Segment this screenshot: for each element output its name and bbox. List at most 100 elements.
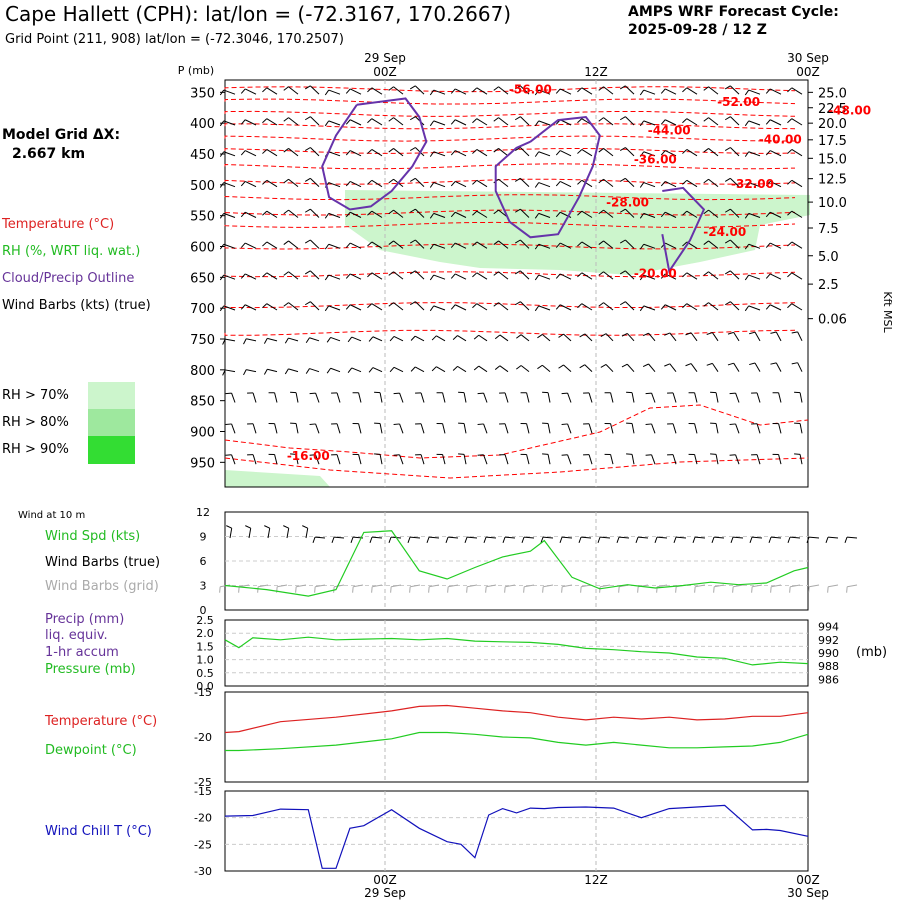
wind-barb: [577, 303, 593, 311]
wind-barb: [436, 453, 446, 465]
wind-barb: [667, 454, 677, 465]
wind-barb: [787, 241, 803, 249]
wind-speed-line: [224, 530, 809, 597]
wind-barb: [429, 274, 446, 281]
wind-barb: [262, 118, 278, 126]
wind-barb: [388, 148, 404, 157]
wind-barb: [219, 212, 236, 219]
wind-barb: [619, 301, 635, 311]
wind-barb: [450, 242, 467, 249]
wind-barb: [540, 536, 554, 543]
kft-tick-label: 10.0: [818, 196, 847, 211]
rh-70-label: RH > 70%: [2, 388, 69, 403]
wind-barb: [787, 536, 801, 543]
wind-barb: [639, 151, 656, 157]
wind-barb: [694, 584, 706, 593]
wind-barb: [472, 272, 488, 280]
wind-barb: [450, 88, 467, 95]
wind-barb: [243, 369, 257, 376]
wind-barb: [765, 211, 782, 218]
wind-barb: [240, 119, 257, 126]
wind-barb: [345, 211, 362, 218]
wind-barb: [262, 179, 278, 188]
wind-barb: [262, 272, 278, 280]
wind-barb: [472, 303, 488, 311]
wind-barb: [514, 85, 530, 95]
wind-barb: [579, 333, 593, 342]
pressure-tick-label: 400: [190, 117, 215, 132]
isotherm-label: -32.00: [731, 177, 774, 191]
wind-barb: [770, 362, 782, 372]
wind-barb: [367, 179, 383, 188]
wind-barb: [791, 331, 803, 342]
isotherm-label: -24.00: [703, 225, 746, 239]
wind-barb: [703, 240, 719, 249]
wind-barb: [436, 423, 446, 434]
wind-barb: [660, 119, 677, 126]
wind-barb: [685, 363, 698, 372]
wind-barb: [389, 366, 404, 373]
wind-barb: [808, 584, 820, 593]
wind-barb: [706, 362, 719, 372]
wind-barb: [483, 536, 497, 543]
isotherm-label: -20.00: [634, 266, 677, 280]
wind-barb: [243, 338, 257, 345]
pressure-tick-label: 350: [190, 86, 215, 101]
wind-barb: [555, 88, 572, 95]
cloud-outline: [494, 115, 601, 239]
wind-barb: [688, 423, 698, 434]
wind-barb: [656, 584, 668, 593]
wind-barb: [283, 209, 299, 218]
isotherm-line: [224, 98, 796, 105]
wind-barb: [302, 525, 309, 539]
wind-barb: [219, 120, 236, 127]
wind-barb: [542, 422, 551, 434]
wind-barb: [514, 301, 530, 311]
wind-barb: [485, 584, 497, 593]
wind-barb: [688, 453, 698, 465]
wind-barb: [765, 119, 782, 126]
wind-barb: [765, 88, 782, 95]
wind-barb: [305, 337, 320, 344]
wind-barb: [331, 454, 341, 465]
wind-barb: [619, 85, 635, 95]
model-grid-label: Model Grid ΔX:: [2, 127, 121, 143]
wind-barb: [247, 392, 257, 403]
wind-barb: [639, 120, 656, 127]
isotherm-label: -44.00: [648, 123, 691, 137]
wind-barb: [558, 364, 572, 373]
wind-barb: [324, 120, 341, 127]
top-date-label: 29 Sep: [364, 51, 406, 65]
wind-barb: [787, 179, 803, 188]
isotherm-line: [224, 123, 796, 130]
wind-barb: [472, 210, 488, 218]
wind-barb: [598, 271, 614, 280]
wind-10m-label: Wind at 10 m: [18, 510, 86, 521]
wind-barb: [283, 148, 299, 157]
wind-barb: [710, 422, 719, 434]
rh-70-surface-region: [225, 470, 330, 487]
pressure-tick-label: 992: [818, 634, 839, 647]
wind-barb: [304, 147, 320, 157]
precip-tick-label: 2.0: [196, 627, 214, 640]
wind-barb: [450, 150, 467, 157]
precip-tick-label: 1.5: [196, 640, 214, 653]
pressure-tick-label: 986: [818, 673, 839, 686]
wind-barb: [516, 334, 530, 342]
wind-barb: [225, 423, 236, 434]
wind-barb: [464, 536, 478, 543]
wind-barb: [772, 392, 782, 403]
legend-wind-barbs: Wind Barbs (kts) (true): [2, 298, 151, 313]
wind-barb: [314, 584, 326, 593]
wind-barb: [710, 391, 719, 403]
wind-barb: [604, 392, 614, 403]
pressure-tick-label: 450: [190, 148, 215, 163]
wind-barb: [729, 423, 740, 434]
wind-barb: [368, 367, 383, 373]
wind-barb: [597, 536, 611, 543]
wind-barb: [577, 272, 593, 280]
wind-barb: [374, 422, 383, 434]
wind-barb: [520, 453, 530, 465]
wind-barb: [724, 301, 740, 311]
wind-barb-layer: [219, 85, 858, 593]
